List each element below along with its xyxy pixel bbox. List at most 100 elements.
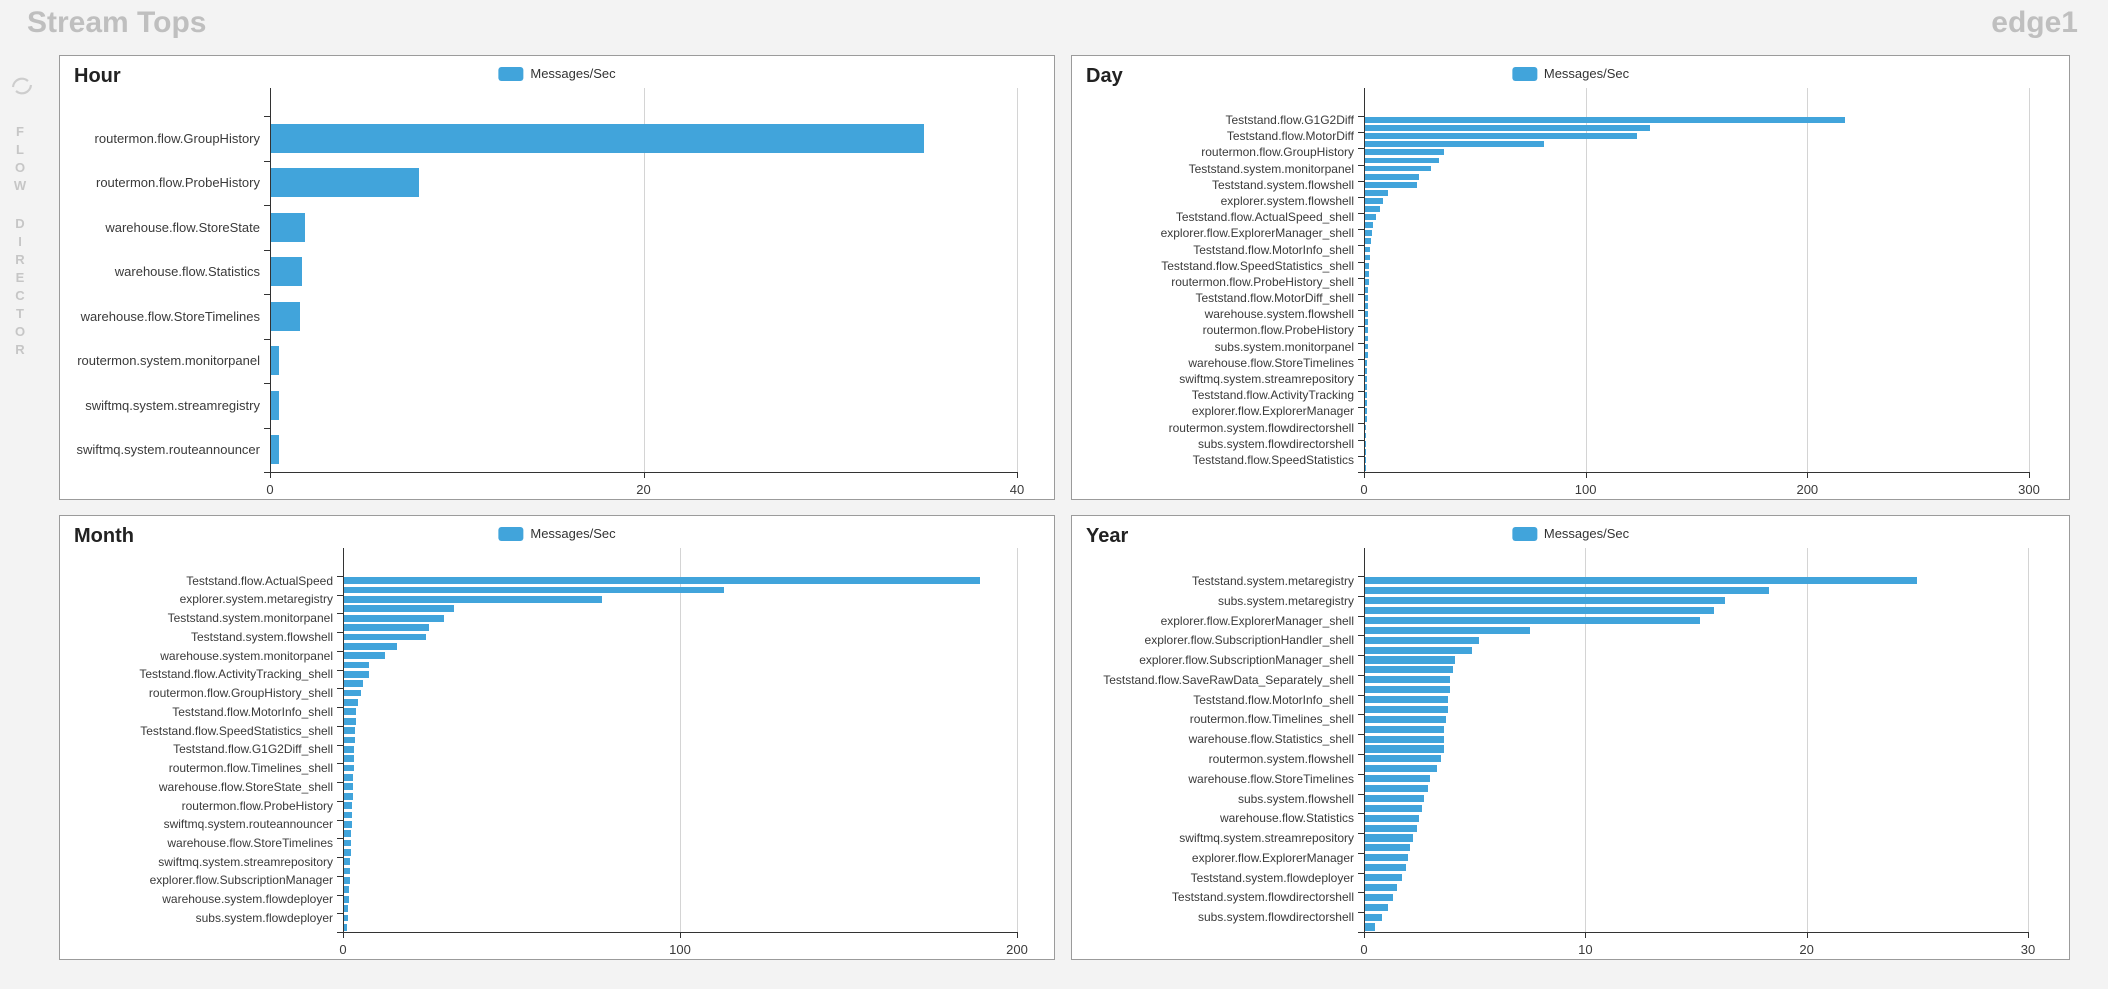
bar[interactable] <box>343 586 724 594</box>
bar[interactable] <box>343 877 350 884</box>
bar[interactable] <box>343 736 355 744</box>
legend-year[interactable]: Messages/Sec <box>1511 526 1629 541</box>
bar[interactable] <box>1364 448 1367 455</box>
bar[interactable] <box>1364 715 1446 723</box>
bar[interactable] <box>1364 656 1455 664</box>
bar[interactable] <box>1364 384 1368 390</box>
bar[interactable] <box>270 257 302 287</box>
bar[interactable] <box>343 689 361 697</box>
bar[interactable] <box>1364 854 1409 862</box>
bar[interactable] <box>1364 616 1701 625</box>
bar[interactable] <box>1364 327 1368 334</box>
bar[interactable] <box>1364 824 1418 832</box>
bar[interactable] <box>343 774 354 781</box>
bar[interactable] <box>1364 577 1918 585</box>
bar[interactable] <box>1364 864 1407 872</box>
bar[interactable] <box>343 727 356 734</box>
bar[interactable] <box>1364 278 1369 285</box>
bar[interactable] <box>1364 359 1368 366</box>
bar[interactable] <box>343 577 980 585</box>
bar[interactable] <box>343 886 350 894</box>
bar[interactable] <box>1364 376 1368 382</box>
bar[interactable] <box>1364 844 1411 852</box>
bar[interactable] <box>1364 607 1714 615</box>
bar[interactable] <box>1364 686 1451 694</box>
bar[interactable] <box>1364 874 1402 882</box>
bar[interactable] <box>1364 696 1449 704</box>
bar[interactable] <box>343 802 353 809</box>
bar[interactable] <box>343 596 603 603</box>
bar[interactable] <box>343 830 352 837</box>
bar[interactable] <box>1364 303 1369 310</box>
bar[interactable] <box>343 633 426 641</box>
legend-month[interactable]: Messages/Sec <box>498 526 616 541</box>
bar[interactable] <box>1364 666 1453 674</box>
bar[interactable] <box>1364 125 1650 132</box>
bar[interactable] <box>343 811 353 819</box>
bar[interactable] <box>343 624 429 631</box>
bar[interactable] <box>1364 883 1398 892</box>
bar[interactable] <box>343 792 353 800</box>
bar[interactable] <box>1364 351 1368 358</box>
bar[interactable] <box>343 717 356 725</box>
bar[interactable] <box>343 923 348 931</box>
bar[interactable] <box>343 680 363 688</box>
bar[interactable] <box>1364 287 1369 293</box>
bar[interactable] <box>1364 794 1424 803</box>
bar[interactable] <box>343 848 351 856</box>
bar[interactable] <box>343 614 445 622</box>
bar[interactable] <box>1364 238 1371 245</box>
bar[interactable] <box>1364 319 1368 326</box>
bar[interactable] <box>1364 165 1431 172</box>
bar[interactable] <box>1364 834 1413 842</box>
bar[interactable] <box>1364 222 1374 229</box>
bar[interactable] <box>343 905 349 912</box>
bar[interactable] <box>1364 149 1444 156</box>
bar[interactable] <box>1364 157 1440 164</box>
bar[interactable] <box>1364 254 1370 261</box>
bar[interactable] <box>1364 646 1473 654</box>
bar[interactable] <box>1364 343 1368 350</box>
bar[interactable] <box>1364 597 1725 605</box>
bar[interactable] <box>1364 392 1367 399</box>
bar[interactable] <box>1364 814 1420 822</box>
bar[interactable] <box>1364 440 1367 447</box>
bar[interactable] <box>1364 198 1383 204</box>
bar[interactable] <box>1364 189 1389 196</box>
bar[interactable] <box>1364 230 1372 237</box>
bar[interactable] <box>270 168 420 198</box>
bar[interactable] <box>1364 367 1368 374</box>
bar[interactable] <box>1364 335 1368 342</box>
bar[interactable] <box>1364 893 1393 901</box>
bar[interactable] <box>1364 173 1420 180</box>
bar[interactable] <box>1364 587 1770 595</box>
bar[interactable] <box>343 783 354 791</box>
bar[interactable] <box>270 301 300 331</box>
bar[interactable] <box>1364 903 1389 911</box>
bar[interactable] <box>1364 295 1369 301</box>
bar[interactable] <box>1364 765 1438 773</box>
bar[interactable] <box>343 670 369 678</box>
bar[interactable] <box>1364 416 1367 423</box>
bar[interactable] <box>1364 636 1480 644</box>
bar[interactable] <box>270 390 280 420</box>
bar[interactable] <box>1364 311 1368 318</box>
bar[interactable] <box>343 839 352 847</box>
bar[interactable] <box>343 820 352 828</box>
bar[interactable] <box>1364 913 1382 921</box>
bar[interactable] <box>343 858 351 866</box>
bar[interactable] <box>1364 117 1846 123</box>
bar[interactable] <box>1364 400 1367 407</box>
bar[interactable] <box>1364 745 1444 753</box>
bar[interactable] <box>343 745 355 753</box>
bar[interactable] <box>1364 705 1449 714</box>
bar[interactable] <box>1364 181 1418 188</box>
bar[interactable] <box>270 123 924 153</box>
bar[interactable] <box>1364 725 1444 733</box>
bar[interactable] <box>1364 262 1370 269</box>
bar[interactable] <box>343 914 348 922</box>
bar[interactable] <box>1364 246 1370 253</box>
bar[interactable] <box>1364 626 1530 634</box>
bar[interactable] <box>270 435 280 465</box>
bar[interactable] <box>1364 408 1367 415</box>
